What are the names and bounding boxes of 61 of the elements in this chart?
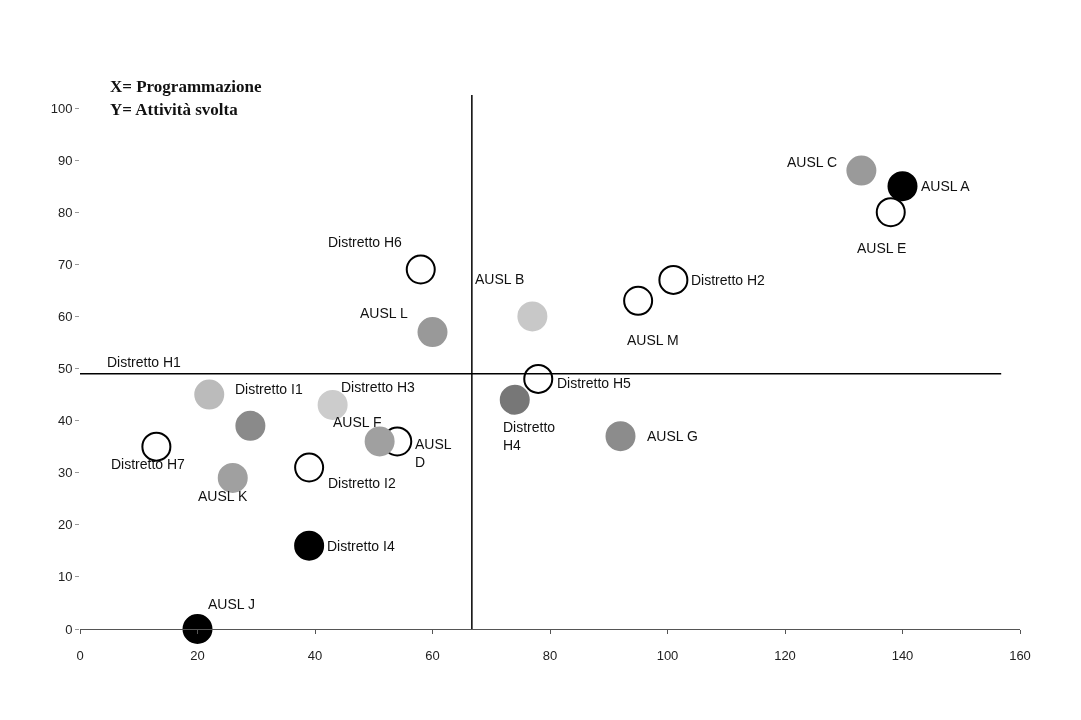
x-tick-label: 0: [76, 647, 84, 663]
y-tick-label: 30: [57, 465, 73, 481]
y-tick-label: 60: [57, 308, 73, 324]
x-tick-label: 160: [1009, 647, 1031, 663]
annotation: AUSL C: [787, 154, 838, 170]
point: [887, 171, 918, 202]
point: [523, 363, 554, 394]
point: [658, 264, 689, 295]
annotation: AUSL B: [475, 271, 525, 287]
annotation: AUSL K: [198, 488, 248, 504]
point: [405, 254, 436, 285]
point: [846, 155, 877, 186]
annotation: Distretto H5: [557, 375, 632, 391]
y-tick-label: 50: [57, 361, 73, 377]
y-tick-label: 40: [57, 413, 73, 429]
point: [417, 317, 448, 348]
point: [875, 197, 906, 228]
x-tick-label: 140: [891, 647, 914, 663]
x-tick-label: 80: [542, 647, 558, 663]
point: [517, 301, 548, 332]
point: [294, 530, 325, 561]
annotation: Distretto H6: [328, 234, 403, 250]
annotation: AUSL M: [627, 332, 679, 348]
annotation: Distretto I2: [328, 475, 396, 491]
x-tick-label: 120: [774, 647, 796, 663]
annotation: Distretto I4: [327, 538, 395, 554]
x-tick-label: 20: [190, 647, 205, 663]
annotation: AUSL D: [415, 436, 452, 471]
annotation: AUSL L: [360, 305, 408, 321]
x-tick-label: 60: [425, 647, 440, 663]
annotation: AUSL E: [857, 240, 907, 256]
annotation: Distretto H3: [341, 379, 416, 395]
y-tick-label: 20: [57, 517, 73, 533]
annotation: AUSL F: [333, 414, 382, 430]
y-tick-label: 80: [57, 204, 73, 220]
point: [194, 379, 225, 410]
annotation: AUSL A: [921, 178, 971, 194]
y-tick-label: 90: [57, 152, 73, 168]
annotation: Distretto H4: [503, 419, 556, 454]
point: [364, 426, 395, 457]
annotation: AUSL G: [647, 428, 698, 444]
point: [182, 614, 213, 644]
point: [499, 384, 530, 415]
point: [623, 285, 654, 316]
annotation: AUSL J: [208, 596, 255, 612]
point: [217, 462, 248, 493]
x-tick-label: 100: [656, 647, 679, 663]
x-axis-title: X= Programmazione: [110, 77, 262, 96]
annotation: Distretto H7: [111, 456, 186, 472]
y-tick-label: 10: [57, 569, 73, 585]
annotation: Distretto I1: [235, 381, 303, 397]
point: [235, 410, 266, 441]
y-tick-label: 70: [57, 256, 73, 272]
y-tick-label: 0: [65, 621, 73, 637]
y-axis-title: Y= Attività svolta: [110, 100, 239, 119]
point: [294, 452, 325, 483]
point: [605, 421, 636, 452]
annotation: Distretto H2: [691, 272, 766, 288]
ref-line-label: Distretto H1: [107, 354, 182, 370]
x-tick-label: 40: [307, 647, 323, 663]
y-tick-label: 100: [50, 100, 73, 116]
